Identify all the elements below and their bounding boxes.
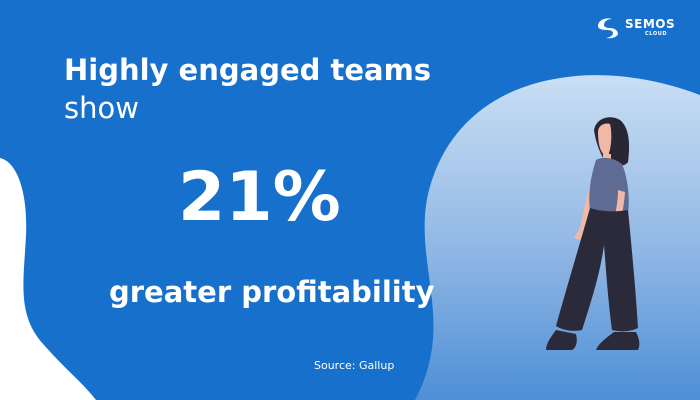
face-shape [598,123,612,156]
brand-subtitle: CLOUD [645,31,668,37]
stat-caption: greater profitability [109,275,435,309]
pants-shape [556,208,638,332]
source-note: Source: Gallup [314,359,395,372]
left-white-blob-shape [0,158,96,400]
right-shoe-shape [596,332,640,350]
headline-line-2: show [64,91,139,125]
stat-value: 21% [178,158,341,237]
brand-name: SEMOS [625,17,676,31]
semos-cloud-logo: SEMOS CLOUD [595,17,695,47]
left-shoe-shape [546,330,577,350]
semos-swirl-icon [598,18,618,39]
headline-line-1: Highly engaged teams [64,53,432,87]
